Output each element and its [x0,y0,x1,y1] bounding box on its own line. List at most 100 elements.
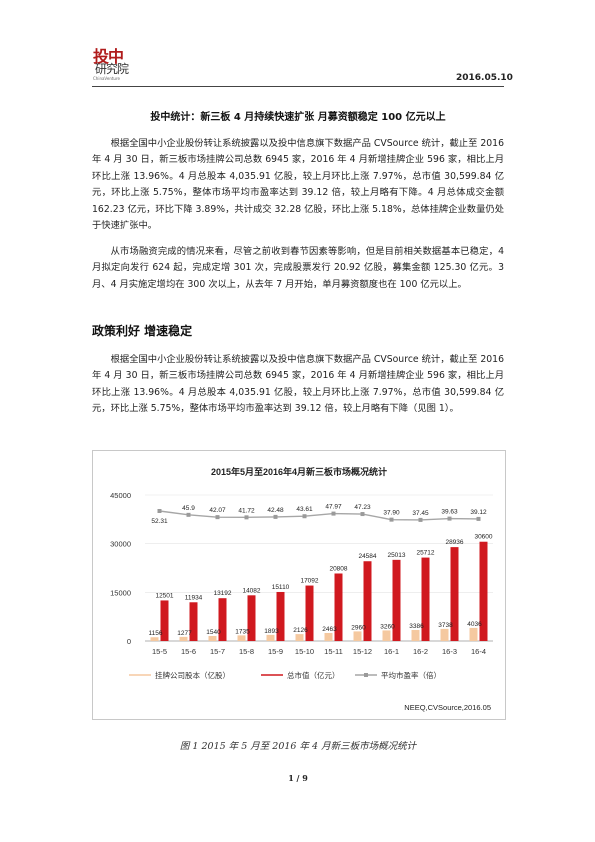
bar-market-value [450,547,459,641]
bar-market-value [305,585,314,641]
legend-pe-marker [364,673,368,677]
bar-market-value [363,561,372,641]
bar-capital [208,636,217,641]
pe-point [244,515,249,520]
data-label-market-value: 17092 [300,578,318,585]
header-divider [92,86,504,87]
bar-market-value [392,559,401,641]
logo-mark: 投中 [93,47,124,66]
bar-market-value [421,557,430,641]
figure-caption: 图 1 2015 年 5 月至 2016 年 4 月新三板市场概况统计 [179,741,417,752]
data-label-capital: 1540 [206,629,221,636]
logo-english: ChinaVenture [93,76,120,81]
bar-capital [237,635,246,641]
x-tick-label: 15-8 [239,647,254,656]
bar-capital [266,634,275,641]
x-tick-label: 15-9 [268,647,283,656]
data-label-pe: 43.61 [296,506,313,513]
data-label-capital: 2126 [293,627,308,634]
pe-point [447,516,452,521]
bar-market-value [276,591,285,641]
y-tick-label: 30000 [110,540,131,549]
bar-market-value [218,598,227,641]
data-label-pe: 47.23 [354,504,371,511]
pe-line [159,510,479,521]
section-heading: 政策利好 增速稳定 [92,324,193,338]
x-tick-label: 15-10 [295,647,314,656]
x-tick-label: 16-4 [471,647,486,656]
bar-capital [382,630,391,641]
data-label-capital: 1277 [177,630,192,637]
bar-market-value [479,541,488,641]
data-label-capital: 2463 [322,626,337,633]
logo-subtitle: 研究院 [95,62,129,76]
bar-capital [324,633,333,641]
x-tick-label: 15-11 [324,647,343,656]
data-label-pe: 52.31 [151,518,168,525]
chart-svg: 2015年5月至2016年4月新三板市场概况统计 0 15000 30000 45000… [110,466,493,712]
data-label-market-value: 30600 [474,534,492,541]
data-label-market-value: 20808 [329,565,347,572]
pe-point [331,511,336,516]
bar-capital [469,627,478,641]
pe-point [476,516,481,521]
data-label-pe: 39.12 [470,509,487,516]
bar-capital [295,634,304,641]
data-label-pe: 42.48 [267,507,284,514]
paragraph-1: 根据全国中小企业股份转让系统披露以及投中信息旗下数据产品 CVSource 统计… [92,138,504,232]
logo: 投中 研究院 ChinaVenture [93,43,135,83]
pe-point [157,509,162,513]
data-label-market-value: 28936 [445,539,463,546]
bar-market-value [160,600,169,641]
x-tick-label: 15-7 [210,647,225,656]
figure-chart: 2015年5月至2016年4月新三板市场概况统计 0 15000 30000 45000… [92,450,506,720]
x-tick-label: 16-3 [442,647,457,656]
chart-title: 2015年5月至2016年4月新三板市场概况统计 [211,466,387,477]
report-date: 2016.05.10 [456,73,513,83]
data-label-capital: 1156 [149,630,163,637]
x-tick-label: 15-12 [353,647,372,656]
paragraph-3: 根据全国中小企业股份转让系统披露以及投中信息旗下数据产品 CVSource 统计… [92,354,504,415]
data-label-market-value: 13192 [213,590,231,597]
data-label-capital: 4036 [467,621,482,628]
y-tick-label: 45000 [110,491,131,500]
bar-market-value [334,573,343,641]
data-label-pe: 37.45 [412,510,429,517]
data-label-market-value: 12501 [155,592,173,599]
data-label-pe: 39.63 [441,509,458,516]
bar-capital [179,636,188,641]
article-title: 投中统计：新三板 4 月持续快速扩张 月募资额稳定 100 亿元以上 [150,112,446,123]
data-label-market-value: 25712 [416,550,434,557]
data-label-capital: 1735 [235,628,250,635]
data-label-market-value: 24584 [358,553,376,560]
data-label-pe: 47.97 [325,504,342,511]
bar-capital [411,630,420,641]
x-tick-label: 16-2 [413,647,428,656]
bar-market-value [189,602,198,641]
data-label-market-value: 15110 [272,584,290,591]
bar-market-value [247,595,256,641]
x-tick-label: 16-1 [384,647,399,656]
bar-capital [440,628,449,641]
pe-point [389,517,394,522]
page-number: 1 / 9 [288,773,308,783]
data-label-pe: 41.72 [238,507,255,514]
pe-point [418,517,423,522]
data-label-market-value: 25013 [387,552,405,559]
legend-capital-label: 挂牌公司股本（亿股） [155,670,230,680]
x-tick-label: 15-5 [152,647,167,656]
legend-pe-label: 平均市盈率（倍） [381,670,441,680]
chart-source: NEEQ,CVSource,2016.05 [404,703,491,712]
data-label-market-value: 14082 [242,587,260,594]
pe-point [302,514,307,519]
data-label-capital: 3386 [409,623,424,630]
paragraph-2: 从市场融资完成的情况来看，尽管之前收到春节因素等影响，但是目前相关数据基本已稳定… [92,246,504,290]
data-label-capital: 3260 [380,623,395,630]
y-tick-label: 0 [127,637,131,646]
data-label-market-value: 11934 [185,594,203,601]
y-tick-label: 15000 [110,588,131,597]
data-label-capital: 1893 [264,628,279,635]
x-tick-label: 15-6 [181,647,196,656]
data-label-capital: 2960 [351,624,366,631]
data-label-capital: 3738 [438,622,453,629]
